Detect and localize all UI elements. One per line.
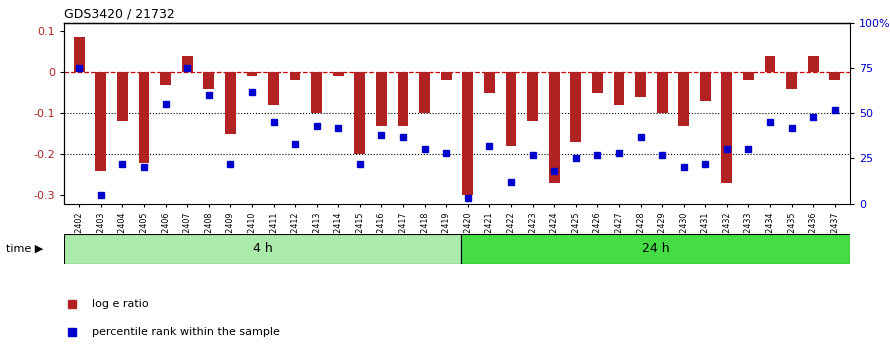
Bar: [786, 72, 797, 88]
Bar: [312, 72, 322, 113]
Bar: [225, 72, 236, 134]
Bar: [182, 56, 192, 72]
Bar: [549, 72, 560, 183]
Bar: [829, 72, 840, 80]
Bar: [398, 72, 409, 126]
Bar: [484, 72, 495, 93]
Bar: [570, 72, 581, 142]
Text: GDS3420 / 21732: GDS3420 / 21732: [64, 7, 174, 21]
Bar: [527, 72, 538, 121]
Bar: [354, 72, 365, 154]
Bar: [95, 72, 106, 171]
Bar: [139, 72, 150, 162]
Bar: [333, 72, 344, 76]
Bar: [441, 72, 451, 80]
Text: log e ratio: log e ratio: [92, 298, 149, 309]
Bar: [722, 72, 732, 183]
Text: 24 h: 24 h: [642, 242, 669, 255]
Bar: [613, 72, 625, 105]
Bar: [376, 72, 387, 126]
Bar: [635, 72, 646, 97]
Text: 4 h: 4 h: [253, 242, 272, 255]
Bar: [506, 72, 516, 146]
Bar: [743, 72, 754, 80]
Bar: [247, 72, 257, 76]
Bar: [160, 72, 171, 85]
Bar: [657, 72, 668, 113]
Bar: [289, 72, 301, 80]
Bar: [700, 72, 711, 101]
Bar: [64, 234, 461, 264]
Bar: [463, 72, 473, 195]
Bar: [117, 72, 128, 121]
Bar: [419, 72, 430, 113]
Text: percentile rank within the sample: percentile rank within the sample: [92, 327, 279, 337]
Bar: [203, 72, 214, 88]
Bar: [592, 72, 603, 93]
Bar: [268, 72, 279, 105]
Bar: [678, 72, 689, 126]
Text: time ▶: time ▶: [6, 244, 44, 254]
Bar: [461, 234, 850, 264]
Bar: [808, 56, 819, 72]
Bar: [74, 38, 85, 72]
Bar: [765, 56, 775, 72]
